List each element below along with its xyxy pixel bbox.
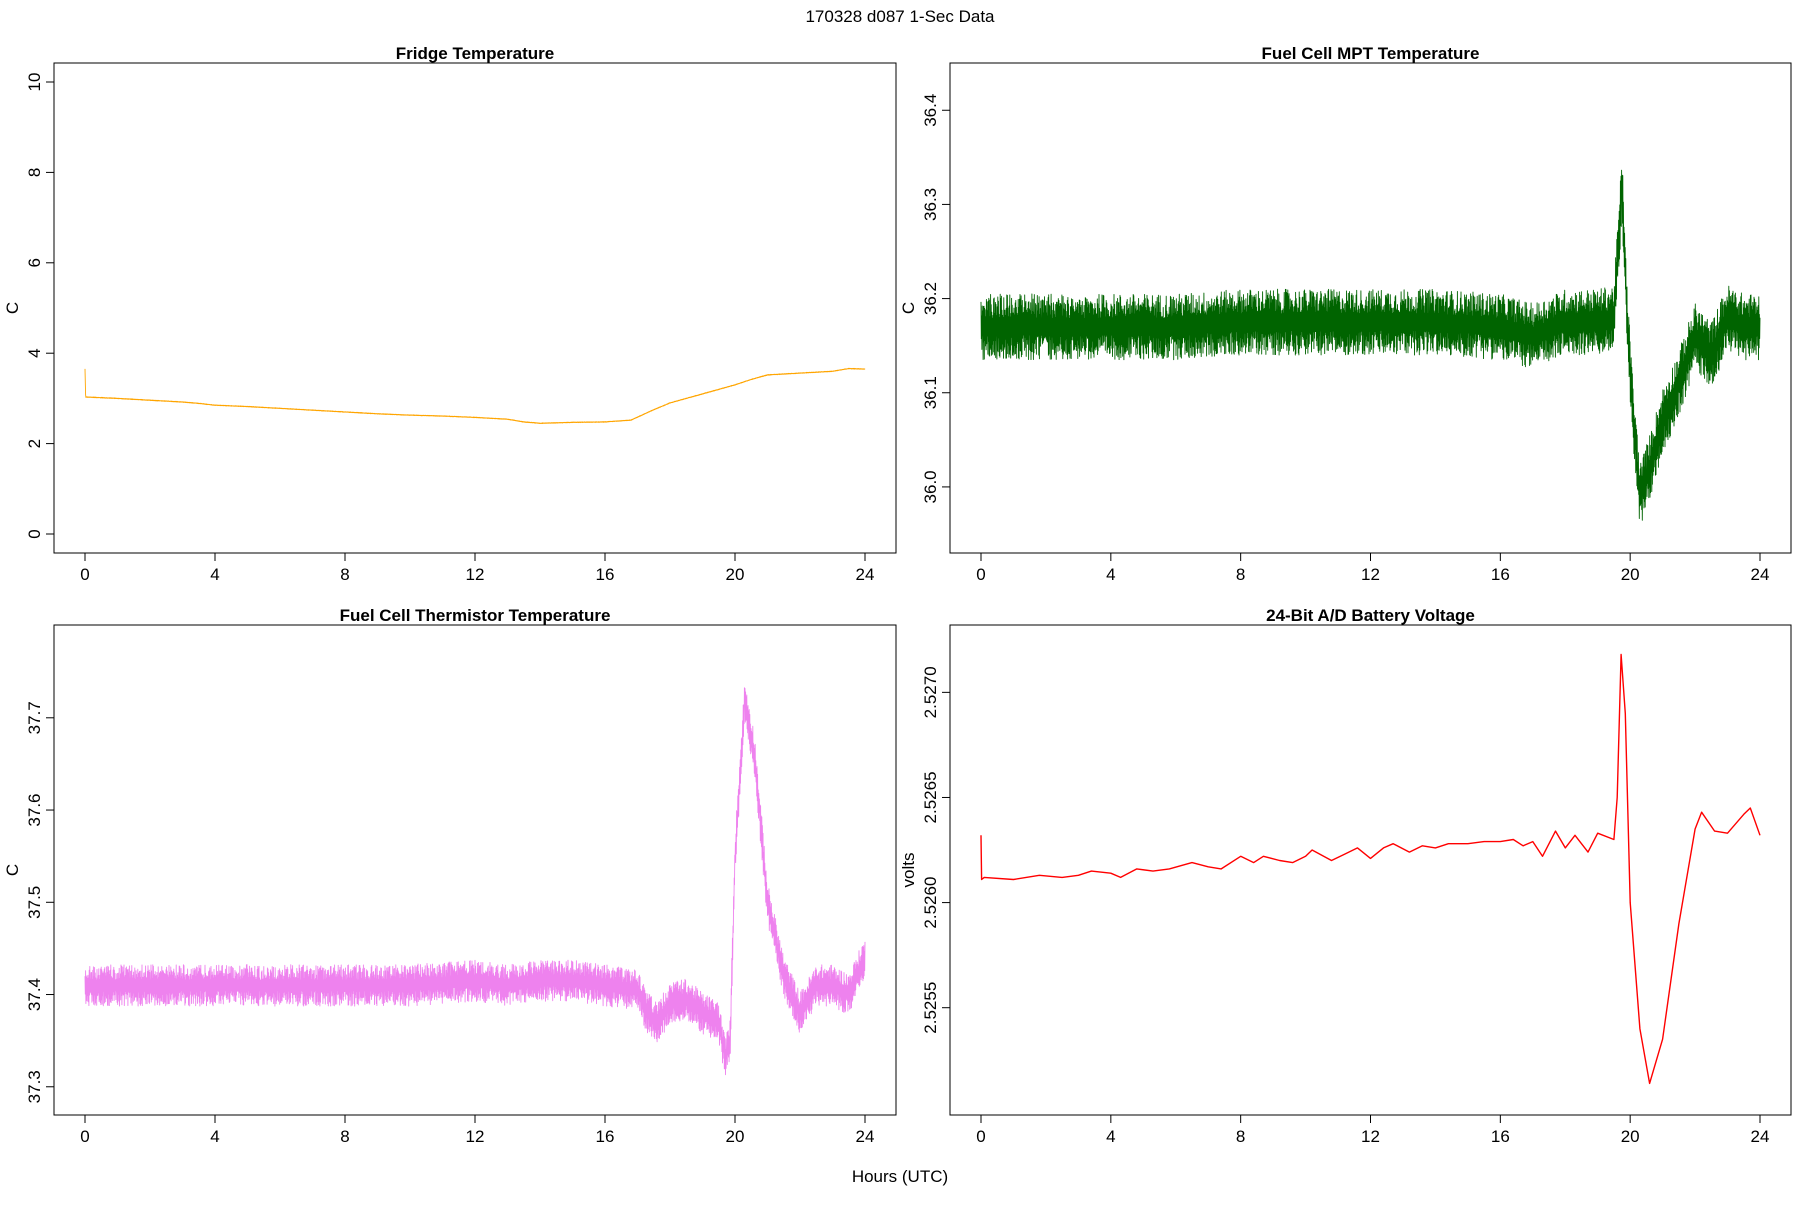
x-tick-label: 0 [80,1127,89,1146]
y-tick-label: 37.3 [25,1070,44,1103]
x-tick-label: 24 [1751,565,1770,584]
y-tick-label: 37.7 [25,701,44,734]
series-line [980,653,1761,1085]
y-tick-label: 36.0 [921,470,940,503]
y-tick-label: 4 [25,348,44,357]
y-tick-label: 37.5 [25,886,44,919]
x-tick-label: 16 [596,565,615,584]
x-tick-label: 16 [596,1127,615,1146]
panel-battery-voltage: 24-Bit A/D Battery Voltage volts 0 4 8 12 16… [899,606,1792,1146]
plot-frame [53,62,897,554]
y-tick-label: 2.5270 [921,666,940,718]
x-tick-label: 20 [726,565,745,584]
x-tick-label: 8 [340,565,349,584]
x-tick-label: 16 [1491,1127,1510,1146]
y-tick-label: 2.5265 [921,771,940,823]
x-tick-label: 4 [210,565,219,584]
y-axis-label: C [3,302,22,314]
y-tick-label: 6 [25,258,44,267]
x-tick-label: 12 [466,1127,485,1146]
panel-title: 24-Bit A/D Battery Voltage [1266,606,1475,625]
y-tick-label: 8 [25,168,44,177]
x-tick-label: 20 [1621,1127,1640,1146]
figure-title: 170328 d087 1-Sec Data [805,7,995,26]
plot-frame [53,624,897,1116]
panel-title: Fuel Cell MPT Temperature [1262,44,1480,63]
y-tick-label: 2 [25,439,44,448]
y-tick-label: 10 [25,73,44,92]
x-tick-label: 4 [1106,1127,1115,1146]
x-tick-label: 16 [1491,565,1510,584]
x-tick-label: 0 [976,565,985,584]
panel-title: Fuel Cell Thermistor Temperature [340,606,611,625]
x-tick-label: 24 [856,565,875,584]
x-tick-label: 0 [80,565,89,584]
x-tick-label: 20 [1621,565,1640,584]
series-line [980,169,1761,521]
y-tick-label: 0 [25,529,44,538]
panel-title: Fridge Temperature [396,44,554,63]
y-tick-label: 37.4 [25,978,44,1011]
x-tick-label: 4 [1106,565,1115,584]
x-tick-label: 8 [340,1127,349,1146]
x-tick-label: 8 [1236,1127,1245,1146]
figure-x-axis-label: Hours (UTC) [852,1167,948,1186]
y-axis-label: C [899,302,918,314]
y-axis-label: volts [899,853,918,888]
y-tick-label: 36.3 [921,188,940,221]
x-tick-label: 0 [976,1127,985,1146]
y-tick-label: 36.2 [921,282,940,315]
series-line [84,687,866,1076]
y-tick-label: 36.4 [921,94,940,127]
x-tick-label: 12 [1361,1127,1380,1146]
y-tick-label: 2.5255 [921,982,940,1034]
panel-fuel-cell-thermistor-temperature: Fuel Cell Thermistor Temperature C 0 4 8 12… [3,606,897,1146]
series-line [84,367,866,424]
y-axis-label: C [3,864,22,876]
panel-fuel-cell-mpt-temperature: Fuel Cell MPT Temperature C 0 4 8 12 16 20 24 3… [899,44,1792,584]
x-tick-label: 24 [1751,1127,1770,1146]
x-tick-label: 24 [856,1127,875,1146]
x-tick-label: 12 [466,565,485,584]
y-tick-label: 2.5260 [921,877,940,929]
plot-frame [949,624,1792,1116]
x-tick-label: 12 [1361,565,1380,584]
x-tick-label: 8 [1236,565,1245,584]
x-tick-label: 4 [210,1127,219,1146]
x-tick-label: 20 [726,1127,745,1146]
y-tick-label: 37.6 [25,793,44,826]
y-tick-label: 36.1 [921,376,940,409]
